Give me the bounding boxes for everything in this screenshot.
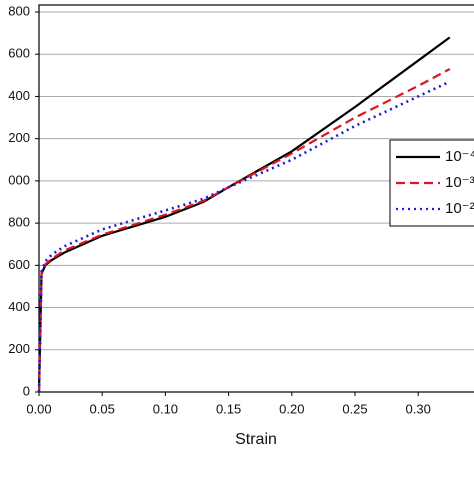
legend-label: 10⁻⁴	[445, 148, 474, 165]
legend-label: 10⁻³	[445, 174, 474, 191]
x-tick-label: 0.10	[153, 401, 178, 416]
legend-label: 10⁻²	[445, 200, 474, 217]
y-tick-label: 400	[8, 88, 30, 103]
x-tick-label: 0.30	[406, 401, 431, 416]
x-axis-label: Strain	[235, 431, 277, 448]
y-tick-label: 600	[8, 257, 30, 272]
y-tick-label: 0	[23, 383, 30, 398]
x-tick-label: 0.25	[342, 401, 367, 416]
y-tick-label: 200	[8, 130, 30, 145]
y-tick-label: 000	[8, 172, 30, 187]
x-tick-label: 0.00	[26, 401, 51, 416]
y-tick-label: 200	[8, 341, 30, 356]
y-tick-label: 600	[8, 46, 30, 61]
y-tick-label: 400	[8, 299, 30, 314]
plot-frame	[38, 4, 474, 393]
series-line	[37, 36, 451, 393]
series-line	[37, 68, 451, 393]
x-tick-label: 0.05	[90, 401, 115, 416]
x-tick-label: 0.20	[279, 401, 304, 416]
x-tick-label: 0.15	[216, 401, 241, 416]
y-tick-label: 800	[8, 3, 30, 18]
y-tick-label: 800	[8, 215, 30, 230]
